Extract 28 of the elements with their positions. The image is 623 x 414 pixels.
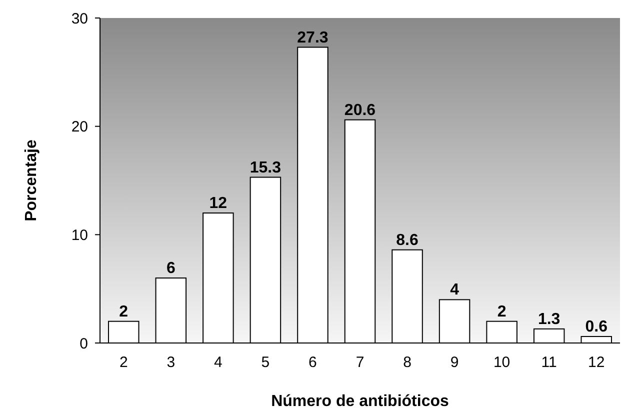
- x-tick-label: 3: [166, 354, 176, 371]
- x-tick-label: 9: [450, 354, 459, 371]
- x-tick-label: 7: [356, 354, 364, 371]
- x-tick-label: 5: [261, 354, 270, 371]
- y-tick-label: 20: [71, 118, 88, 136]
- x-tick-label: 6: [308, 354, 317, 371]
- x-tick-label: 11: [541, 354, 557, 371]
- x-tick-label: 10: [493, 354, 510, 371]
- data-label: 4: [450, 282, 460, 299]
- y-tick-label: 30: [71, 10, 88, 28]
- x-axis-title: Número de antibióticos: [271, 393, 449, 410]
- y-axis-title: Porcentaje: [23, 139, 40, 222]
- data-label: 20.6: [344, 102, 376, 119]
- x-tick-label: 8: [403, 354, 412, 371]
- data-label: 15.3: [250, 159, 282, 176]
- x-tick-label: 2: [119, 354, 128, 371]
- y-tick-label: 0: [80, 335, 88, 352]
- data-label: 1.3: [538, 310, 560, 328]
- y-tick-label: 10: [71, 226, 88, 244]
- x-tick-label: 12: [588, 354, 605, 371]
- data-label: 2: [497, 303, 506, 320]
- data-label: 27.3: [297, 29, 328, 46]
- data-label: 8.6: [396, 232, 418, 249]
- data-label: 12: [209, 195, 228, 212]
- data-label: 6: [166, 260, 176, 277]
- data-label: 2: [119, 303, 128, 320]
- x-tick-label: 4: [214, 354, 222, 371]
- data-label: 0.6: [585, 318, 608, 336]
